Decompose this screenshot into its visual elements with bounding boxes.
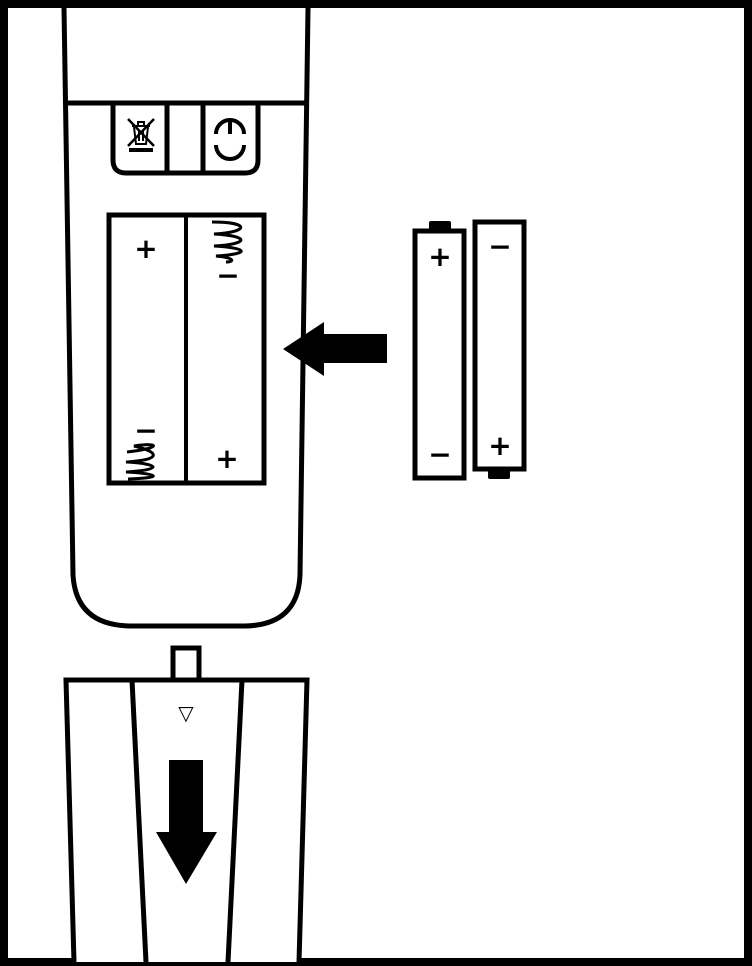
weee-bin-icon: [127, 118, 155, 152]
remote-control-back: + − − +: [61, 7, 311, 629]
battery-cover: ▽: [63, 645, 310, 963]
regulatory-label-plate: [110, 103, 261, 176]
compartment-right-top-polarity: −: [216, 259, 239, 292]
spring-contact-bottom-icon: [125, 443, 155, 481]
insert-arrow-icon: [283, 322, 387, 376]
battery-2-bottom-polarity: +: [488, 429, 511, 462]
compartment-left-top-polarity: +: [134, 232, 157, 265]
spring-contact-top-icon: [211, 220, 243, 264]
compartment-right-bottom-polarity: +: [215, 442, 238, 475]
ce-mark-icon: [214, 118, 246, 161]
battery-compartment: + − − +: [106, 212, 267, 486]
slide-down-arrow-icon: [156, 760, 217, 884]
battery-2: − +: [472, 219, 527, 479]
cover-tab-symbol: ▽: [178, 701, 194, 725]
battery-1-top-polarity: +: [428, 240, 451, 273]
battery-1-bottom-polarity: −: [428, 438, 451, 471]
compartment-left-bottom-polarity: −: [134, 414, 157, 447]
cover-latch-tab: [170, 645, 202, 683]
battery-2-top-polarity: −: [488, 230, 511, 263]
battery-1: + −: [412, 221, 467, 481]
